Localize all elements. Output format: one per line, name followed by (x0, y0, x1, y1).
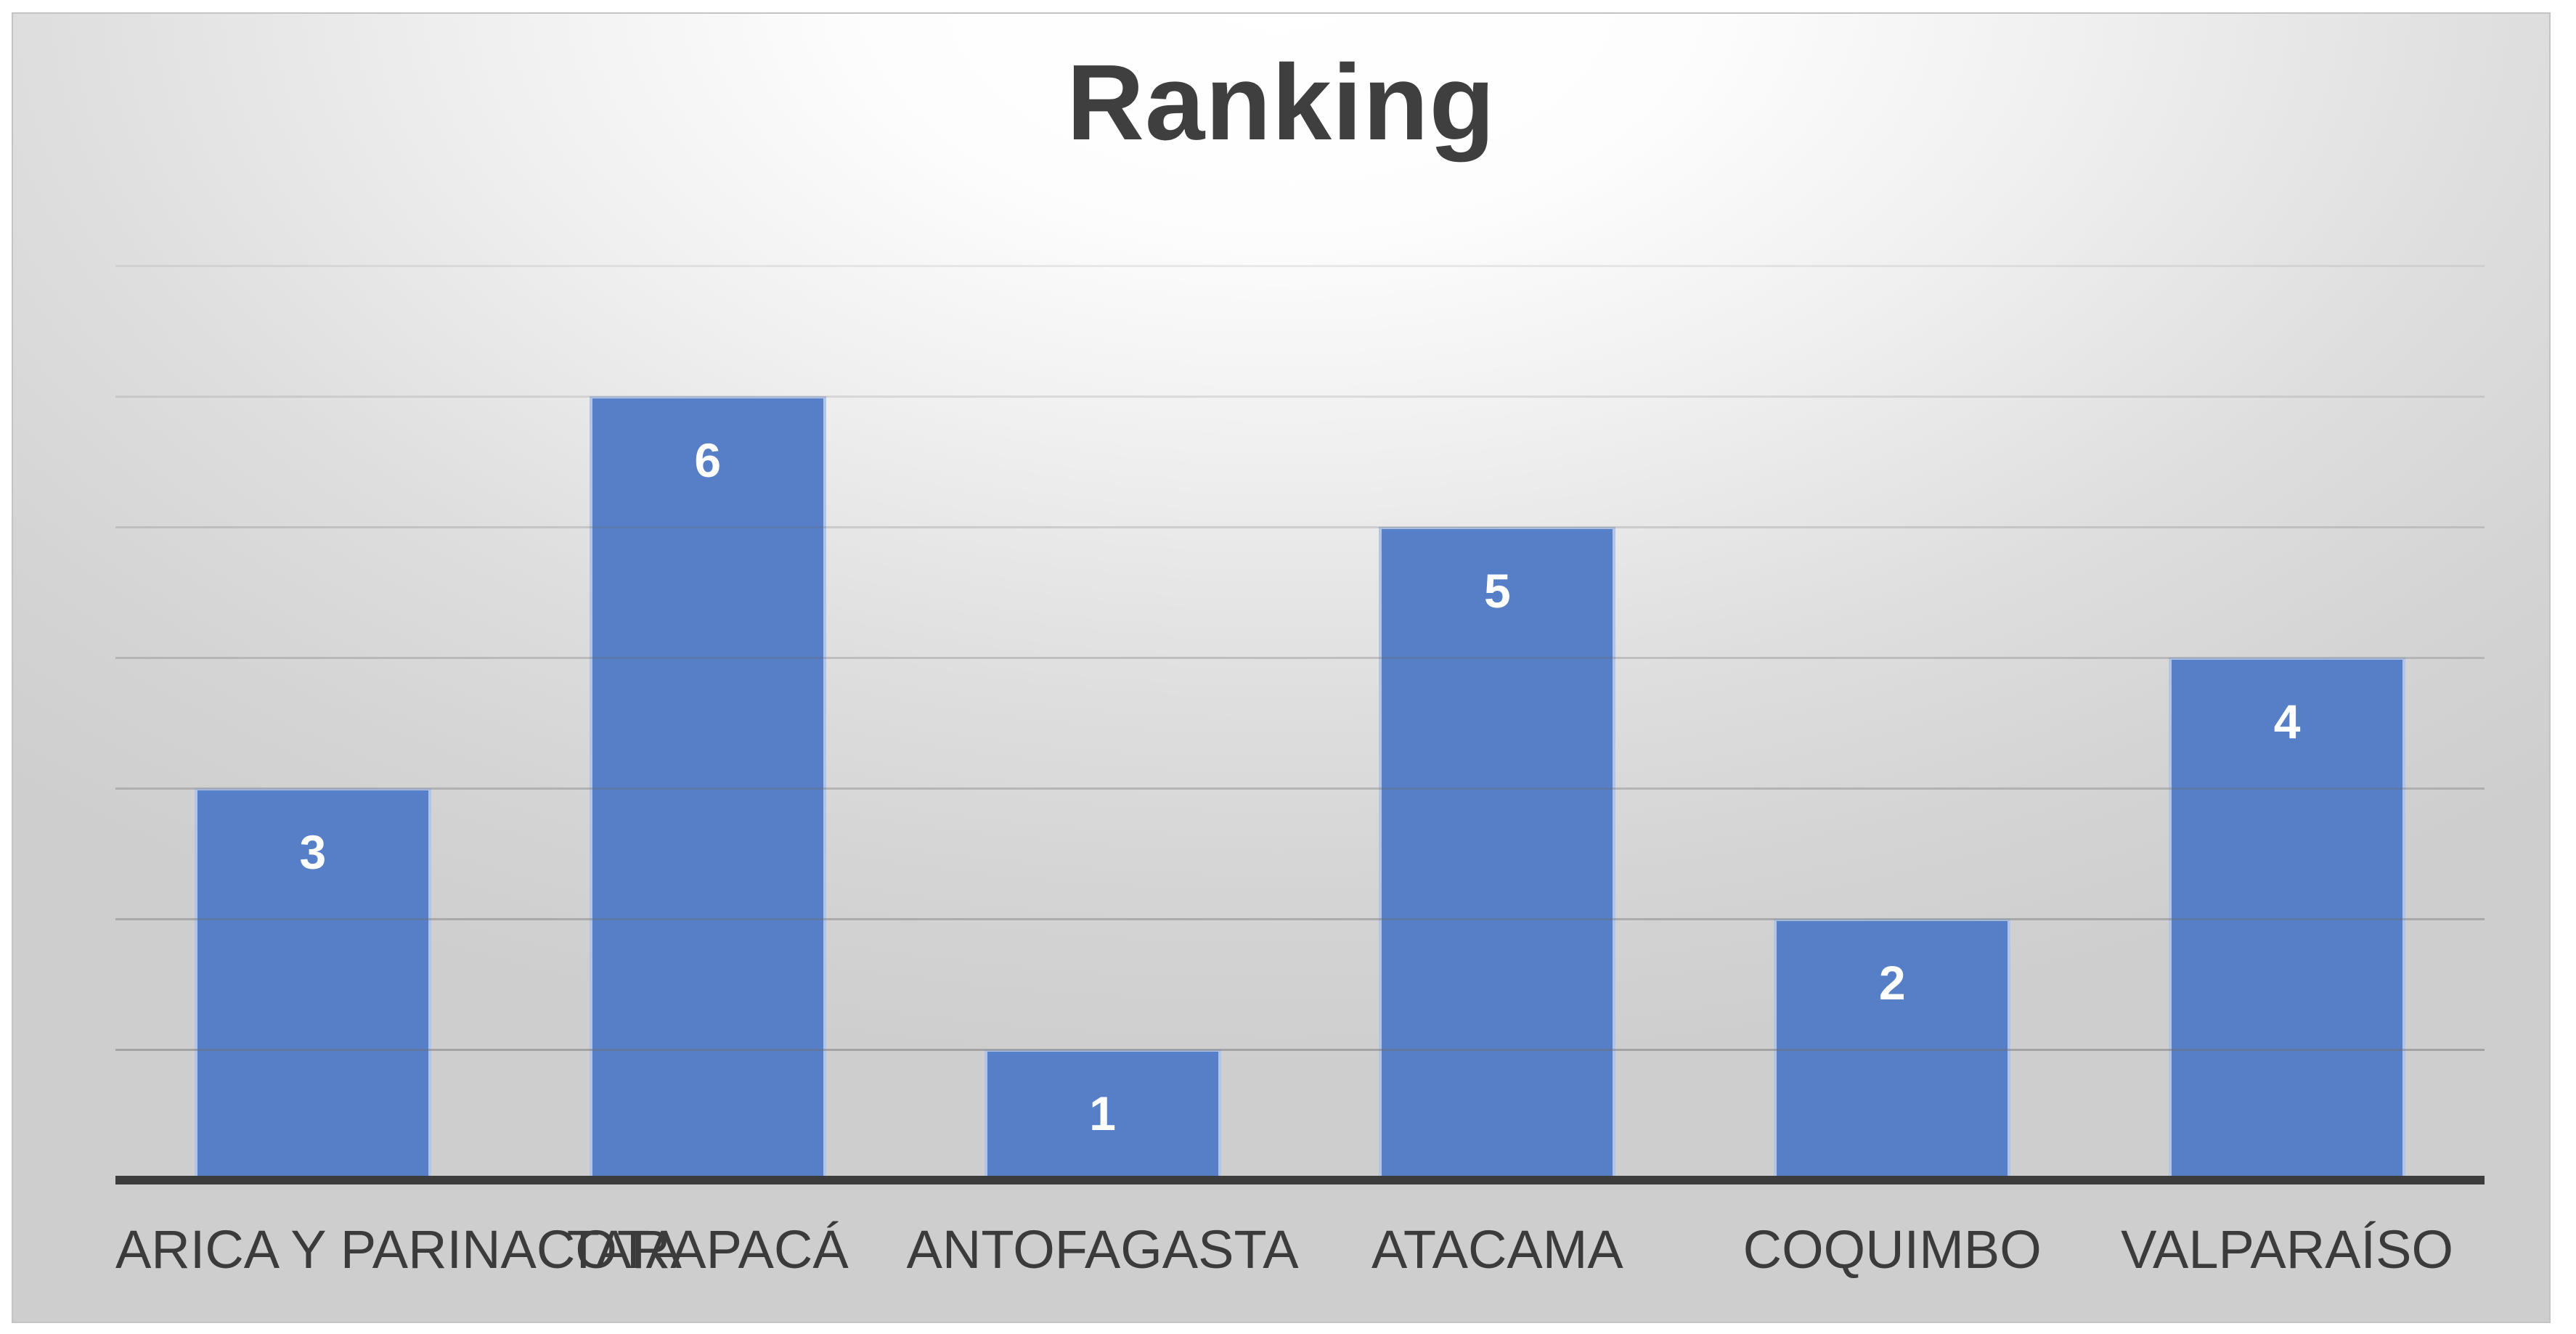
bar-valparaíso (2169, 658, 2406, 1180)
data-label: 3 (299, 825, 327, 879)
category-label-arica-y-parinacota: ARICA Y PARINACOTA (115, 1219, 682, 1280)
category-label-antofagasta: ANTOFAGASTA (906, 1219, 1299, 1280)
data-label: 5 (1484, 564, 1511, 618)
category-label-valparaíso: VALPARAÍSO (2121, 1219, 2453, 1280)
bar-tarapacá (589, 396, 826, 1180)
data-label: 2 (1878, 956, 1906, 1010)
chart-title: Ranking (1067, 43, 1496, 163)
data-label: 1 (1089, 1087, 1116, 1140)
data-label: 4 (2273, 695, 2301, 748)
bar-arica-y-parinacota (194, 788, 431, 1180)
gridline (115, 1049, 2485, 1051)
chart-card: Ranking ARICA Y PARINACOTA TARAPACÁ ANTOFA… (12, 12, 2551, 1323)
x-axis-line (115, 1176, 2485, 1184)
gridline (115, 787, 2485, 790)
category-label-tarapacá: TARAPACÁ (566, 1219, 849, 1280)
gridline (115, 396, 2485, 398)
category-label-atacama: ATACAMA (1371, 1219, 1623, 1280)
data-label: 6 (694, 433, 722, 487)
gridline (115, 657, 2485, 659)
gridline (115, 918, 2485, 920)
bar-coquimbo (1774, 919, 2011, 1180)
bar-antofagasta (984, 1049, 1221, 1180)
gridline (115, 265, 2485, 267)
gridline (115, 526, 2485, 528)
bar-atacama (1379, 527, 1616, 1180)
category-label-coquimbo: COQUIMBO (1743, 1219, 2042, 1280)
